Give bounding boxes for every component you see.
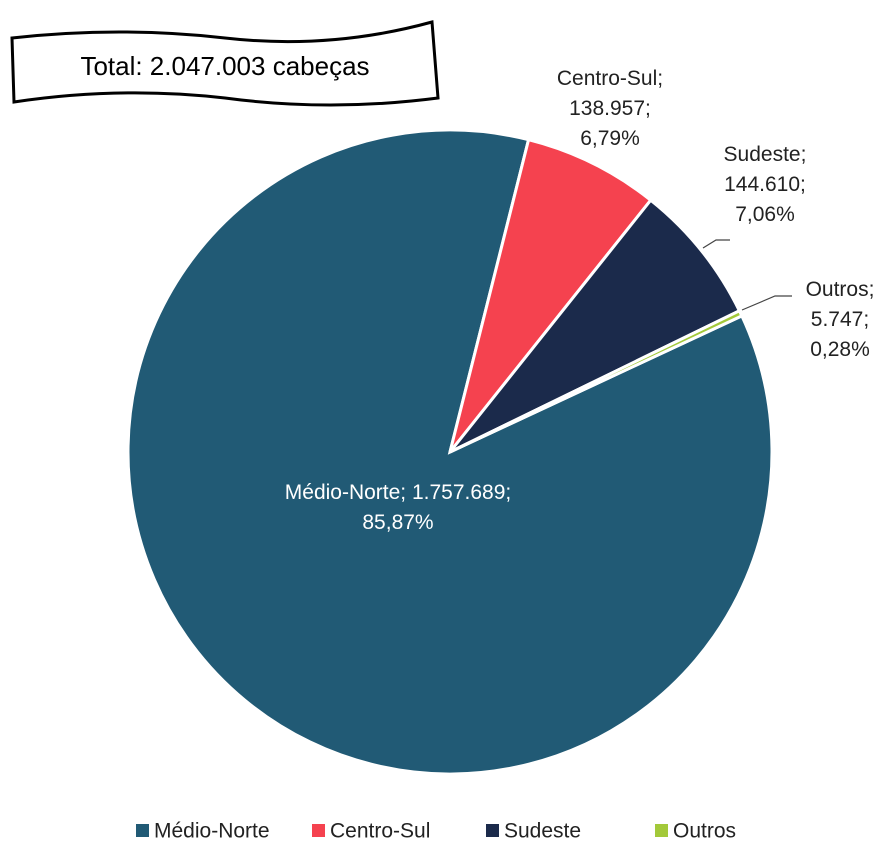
legend-swatch: [655, 824, 668, 837]
pie-slice: [449, 308, 744, 454]
data-label: Médio-Norte; 1.757.689; 85,87%: [284, 481, 512, 534]
pie-slice: [448, 198, 742, 454]
leader-line: [741, 295, 792, 311]
legend-label: Médio-Norte: [154, 820, 270, 843]
leader-line: [702, 239, 730, 249]
legend-label: Outros: [673, 820, 736, 843]
data-label: Centro-Sul; 138.957; 6,79%: [556, 67, 664, 150]
annotation: Total: 2.047.003 cabeças: [80, 51, 369, 81]
data-label: Sudeste; 144.610; 7,06%: [723, 143, 807, 226]
legend-swatch: [312, 824, 325, 837]
pie-slice: [448, 137, 653, 453]
legend-swatch: [486, 824, 499, 837]
legend-swatch: [136, 824, 149, 837]
legend-label: Centro-Sul: [330, 820, 430, 843]
data-label: Outros; 5.747; 0,28%: [805, 278, 875, 361]
legend-label: Sudeste: [504, 820, 581, 843]
annotation-box: [10, 20, 440, 107]
